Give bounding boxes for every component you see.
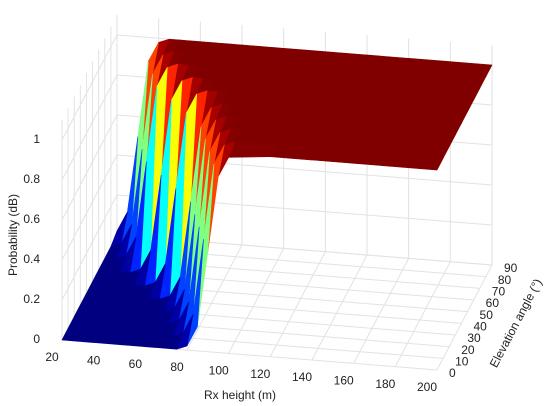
z-axis-label: Probability (dB) [6, 194, 20, 276]
grid-line [61, 194, 118, 301]
z-tick-label: 0.8 [23, 172, 40, 186]
x-tick-label: 20 [45, 350, 59, 364]
y-tick-label: 30 [467, 331, 481, 345]
grid-line [394, 261, 451, 367]
grid-line [61, 74, 118, 181]
x-tick-label: 100 [209, 364, 229, 378]
x-tick-label: 140 [292, 370, 312, 384]
x-axis-label: Rx height (m) [204, 388, 276, 402]
z-tick-label: 1 [33, 132, 40, 146]
y-tick-label: 80 [498, 273, 512, 287]
y-tick-label: 0 [449, 366, 456, 380]
x-tick-label: 60 [129, 357, 143, 371]
grid-line [61, 34, 118, 141]
y-tick-label: 90 [504, 261, 518, 275]
z-tick-label: 0.4 [23, 252, 40, 266]
z-tick-label: 0.6 [23, 212, 40, 226]
grid-line [353, 258, 410, 364]
x-tick-label: 120 [250, 367, 270, 381]
grid-line [186, 244, 243, 351]
grid-line [228, 248, 285, 354]
grid-line [311, 254, 368, 361]
y-tick-label: 70 [492, 285, 506, 299]
y-tick-label: 20 [461, 343, 475, 357]
y-tick-label: 50 [480, 308, 494, 322]
y-tick-label: 10 [455, 355, 469, 369]
y-tick-label: 40 [473, 320, 487, 334]
grid-line [436, 264, 493, 371]
x-tick-label: 40 [87, 354, 101, 368]
grid-line [61, 114, 118, 221]
x-tick-label: 160 [334, 374, 354, 388]
x-tick-label: 200 [417, 380, 437, 394]
x-tick-label: 180 [375, 377, 395, 391]
grid-line [61, 154, 118, 261]
z-tick-label: 0 [33, 332, 40, 346]
grid-line [269, 251, 326, 357]
x-tick-label: 80 [170, 360, 184, 374]
surface-patch [61, 328, 80, 342]
z-tick-label: 0.2 [23, 292, 40, 306]
y-tick-label: 60 [486, 296, 500, 310]
